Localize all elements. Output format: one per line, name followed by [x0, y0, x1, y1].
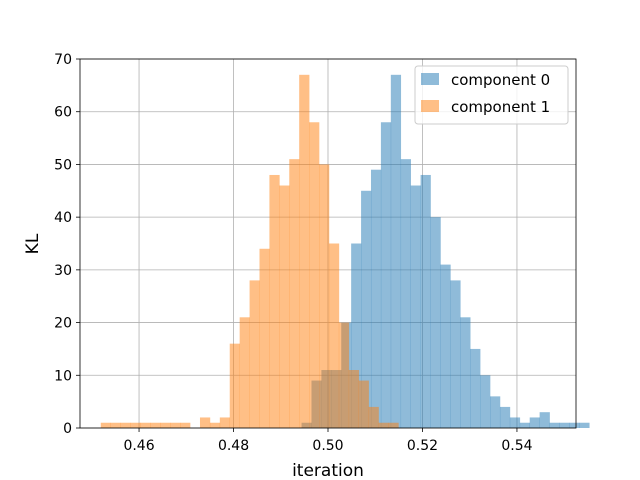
histogram-bar-component-1	[358, 380, 369, 428]
histogram-bar-component-1	[180, 422, 191, 428]
histogram-bar-component-1	[289, 159, 300, 428]
histogram-bar-component-0	[361, 190, 372, 428]
histogram-bar-component-0	[529, 417, 540, 428]
legend: component 0 component 1	[414, 65, 569, 125]
histogram-bar-component-1	[348, 370, 359, 428]
histogram-bar-component-1	[219, 417, 231, 428]
histogram-bar-component-1	[319, 164, 330, 428]
histogram-bar-component-0	[410, 185, 421, 428]
histogram-bar-component-1	[259, 248, 270, 428]
histogram-bar-component-0	[351, 243, 362, 428]
y-tick-label: 70	[54, 52, 72, 68]
histogram-bar-component-1	[299, 74, 310, 428]
y-tick-label: 30	[54, 263, 72, 279]
histogram-bar-component-1	[229, 343, 240, 428]
histogram-bar-component-1	[239, 317, 250, 428]
histogram-bar-component-1	[279, 185, 290, 428]
x-tick-label: 0.52	[407, 438, 438, 454]
y-tick-label: 0	[63, 421, 72, 437]
histogram-bar-component-0	[450, 280, 461, 428]
histogram-bar-component-1	[120, 422, 131, 428]
histogram-bar-component-1	[160, 422, 171, 428]
histogram-bar-component-1	[269, 174, 280, 428]
histogram-bar-component-0	[509, 417, 521, 428]
histogram-bar-component-1	[328, 243, 340, 428]
histogram-bar-component-1	[100, 422, 111, 428]
histogram-bar-component-1	[378, 422, 389, 428]
x-tick-label: 0.50	[312, 438, 343, 454]
y-tick-label: 60	[54, 105, 72, 121]
histogram-bar-component-0	[519, 422, 531, 428]
histogram-bar-component-0	[549, 422, 560, 428]
histogram-bar-component-1	[249, 280, 260, 428]
histogram-bar-component-0	[440, 264, 451, 428]
ticks: 0.46 0.48 0.50 0.52 0.54 0 10 20 30 40 50 60 70	[54, 52, 532, 454]
histogram-bar-component-0	[569, 422, 580, 428]
legend-label-component-1: component 1	[451, 98, 550, 116]
histogram-bar-component-1	[209, 422, 221, 428]
legend-box	[414, 65, 569, 125]
histogram-bar-component-0	[559, 422, 570, 428]
histogram-bar-component-1	[338, 322, 350, 428]
histogram-bar-component-0	[480, 375, 491, 428]
histogram-bar-component-0	[430, 217, 441, 428]
histogram-bar-component-0	[490, 396, 501, 428]
histogram-bar-component-0	[400, 159, 411, 428]
histogram-bars	[100, 74, 590, 428]
histogram-bar-component-1	[309, 122, 320, 428]
y-tick-label: 20	[54, 316, 72, 332]
x-tick-label: 0.46	[123, 438, 154, 454]
legend-label-component-0: component 0	[451, 71, 550, 89]
histogram-bar-component-1	[150, 422, 161, 428]
y-tick-label: 40	[54, 210, 72, 226]
histogram-bar-component-0	[390, 74, 402, 428]
histogram-bar-component-0	[370, 169, 382, 428]
histogram-bar-component-1	[199, 417, 211, 428]
histogram-bar-component-0	[539, 412, 550, 428]
legend-swatch-component-1	[421, 100, 439, 112]
x-axis-label: iteration	[292, 461, 364, 480]
histogram-bar-component-0	[380, 122, 392, 428]
y-axis-label: KL	[23, 233, 43, 254]
histogram-bar-component-0	[420, 174, 431, 428]
histogram-bar-component-1	[388, 422, 399, 428]
legend-swatch-component-0	[421, 73, 439, 85]
histogram-bar-component-1	[110, 422, 121, 428]
y-tick-label: 50	[54, 157, 72, 173]
histogram-bar-component-0	[470, 348, 481, 428]
histogram-bar-component-1	[368, 406, 379, 428]
x-tick-label: 0.48	[218, 438, 249, 454]
histogram-bar-component-1	[170, 422, 181, 428]
histogram-bar-component-1	[130, 422, 141, 428]
histogram-bar-component-0	[579, 422, 590, 428]
histogram-bar-component-1	[140, 422, 151, 428]
y-tick-label: 10	[54, 368, 72, 384]
x-tick-label: 0.54	[501, 438, 532, 454]
histogram-bar-component-0	[460, 317, 471, 428]
histogram-bar-component-0	[499, 406, 511, 428]
